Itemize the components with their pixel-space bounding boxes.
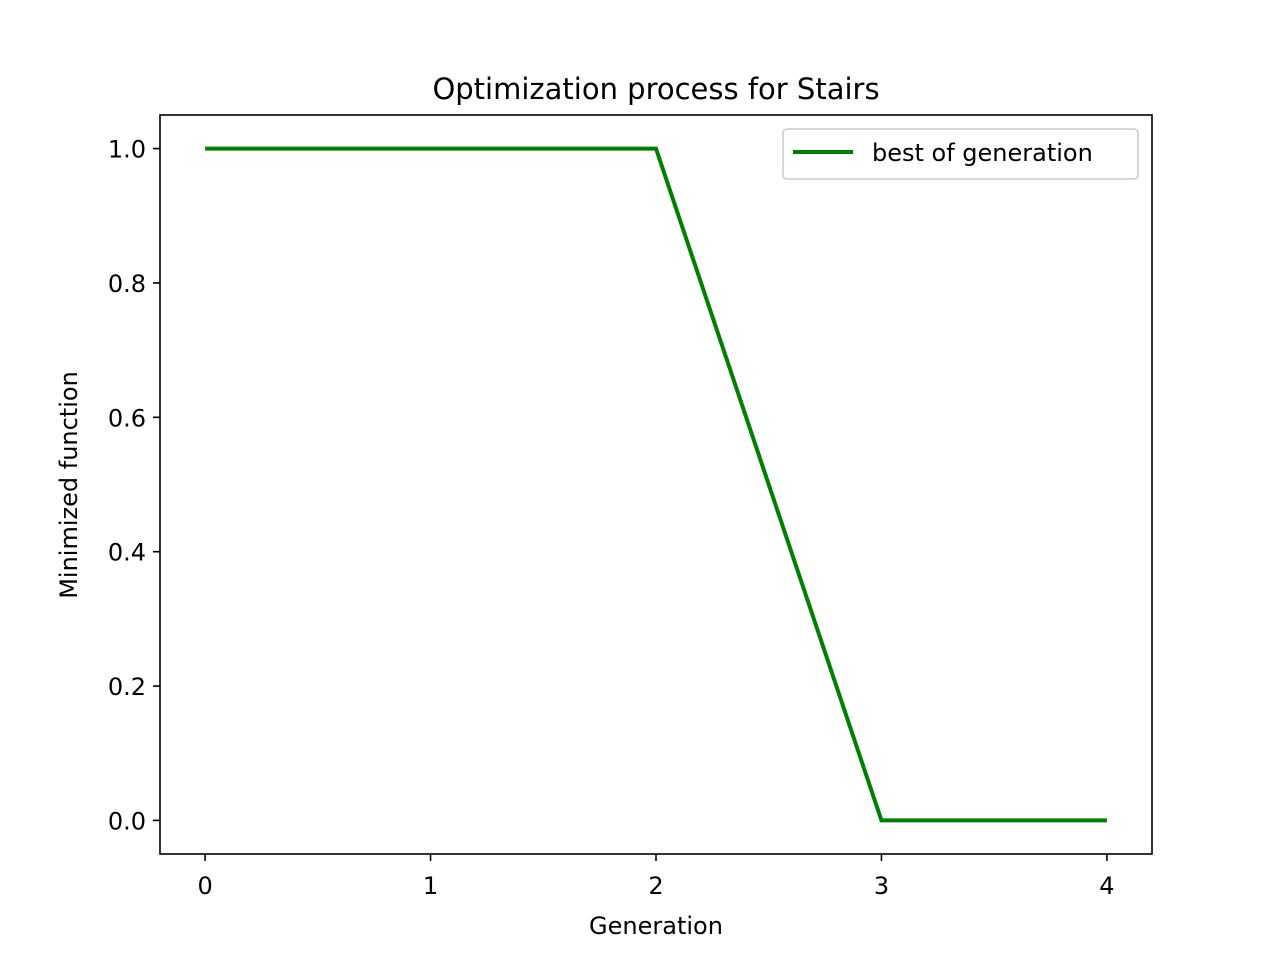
chart-title: Optimization process for Stairs <box>432 72 879 106</box>
x-tick-label: 4 <box>1099 872 1114 900</box>
x-axis-ticks: 0 1 2 3 4 <box>197 854 1115 900</box>
x-axis-label: Generation <box>589 912 723 940</box>
y-tick-label: 0.2 <box>108 673 146 701</box>
y-tick-label: 0.0 <box>108 807 146 835</box>
series-layer <box>205 146 1107 823</box>
y-axis-label: Minimized function <box>55 371 83 599</box>
x-tick-label: 0 <box>197 872 212 900</box>
x-tick-label: 3 <box>874 872 889 900</box>
legend: best of generation <box>782 128 1139 180</box>
y-tick-label: 0.6 <box>108 404 146 432</box>
legend-box <box>782 128 1139 180</box>
series-line-0 <box>205 146 1107 823</box>
y-tick-label: 0.4 <box>108 539 146 567</box>
y-tick-label: 0.8 <box>108 270 146 298</box>
y-axis-ticks: 0.0 0.2 0.4 0.6 0.8 1.0 <box>108 136 160 835</box>
y-tick-label: 1.0 <box>108 136 146 164</box>
x-tick-label: 1 <box>423 872 438 900</box>
legend-label: best of generation <box>872 139 1093 167</box>
x-tick-label: 2 <box>648 872 663 900</box>
